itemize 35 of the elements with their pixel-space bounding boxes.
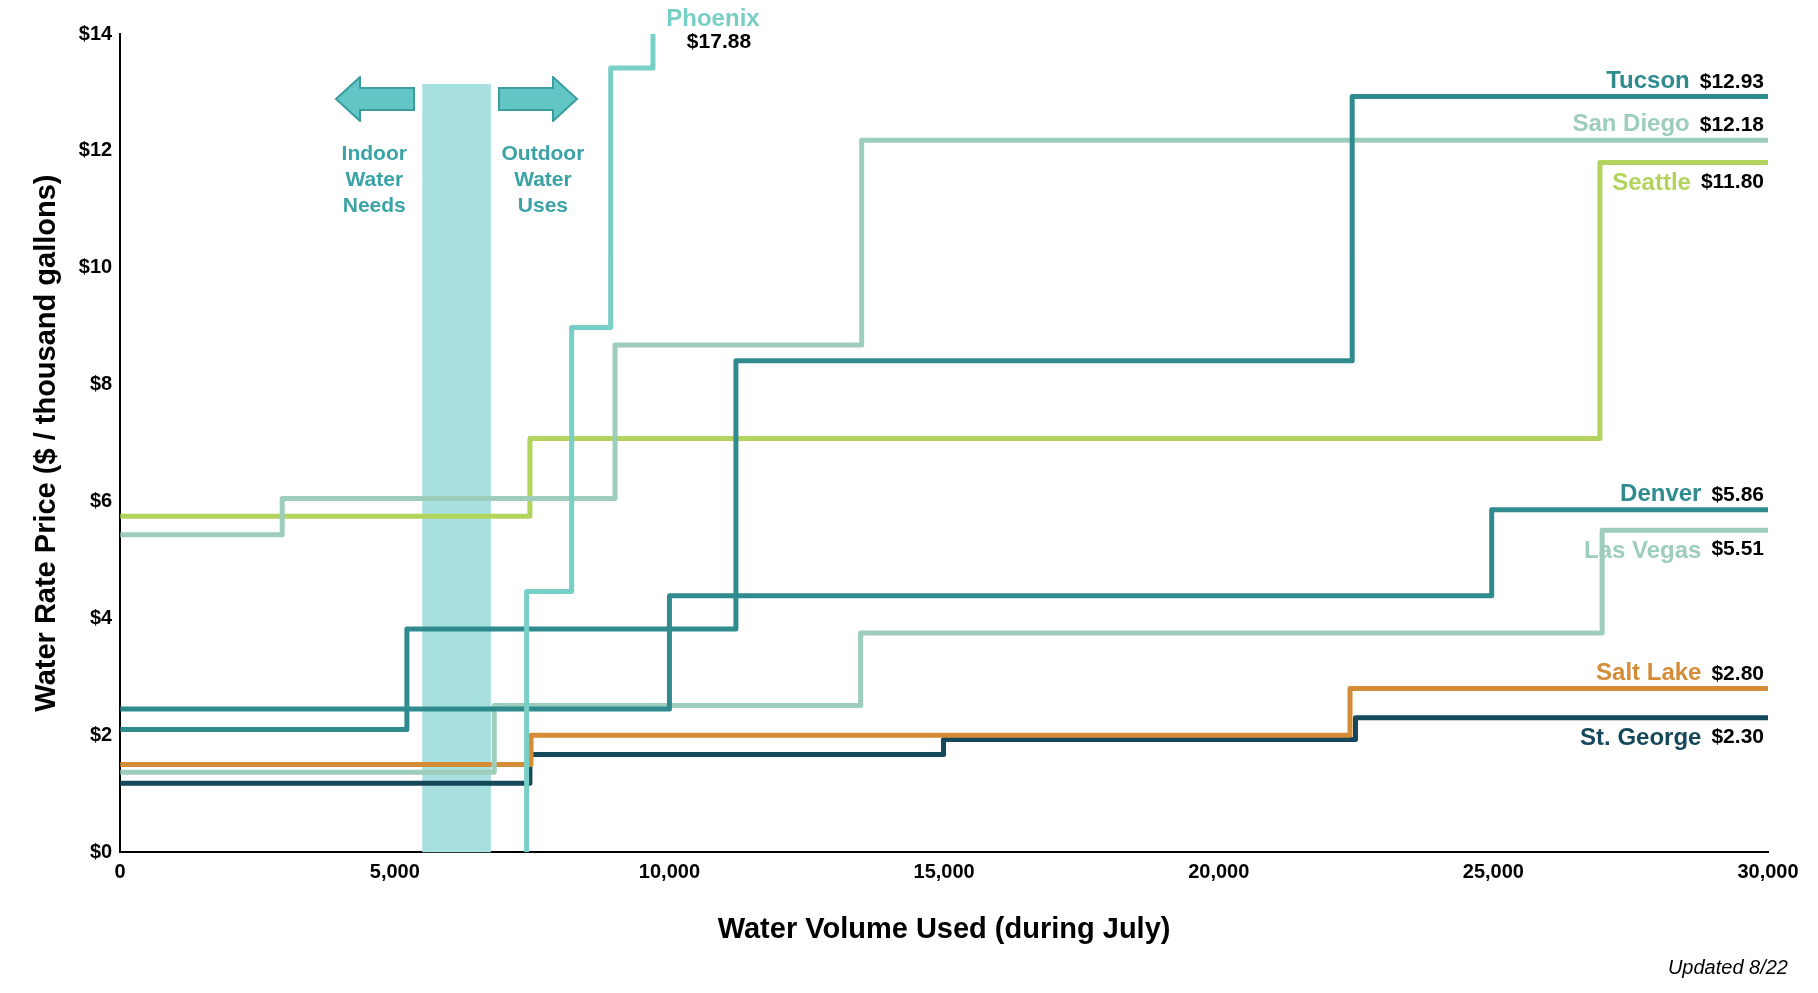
y-tick-label: $4 <box>89 605 114 628</box>
series-label: Denver <box>1620 478 1702 506</box>
x-tick-label: 30,000 <box>1737 859 1799 882</box>
y-tick-label: $14 <box>78 21 114 44</box>
data-label: $5.51 <box>1711 536 1765 560</box>
data-label: $2.30 <box>1711 724 1764 748</box>
y-tick-label: $12 <box>78 138 113 161</box>
annotation: Outdoor Water Uses <box>501 141 585 217</box>
y-axis-title: Water Rate Price ($ / thousand gallons) <box>29 174 62 712</box>
x-tick-label: 0 <box>114 859 126 882</box>
data-label: $11.80 <box>1700 168 1764 192</box>
data-label: $2.80 <box>1711 660 1764 684</box>
data-label: $5.86 <box>1711 481 1764 505</box>
x-tick-label: 20,000 <box>1188 859 1250 882</box>
y-tick-label: $6 <box>89 489 113 512</box>
series-label: Salt Lake <box>1596 657 1702 685</box>
series-label: Tucson <box>1606 65 1690 93</box>
series-label: Seattle <box>1612 168 1691 196</box>
x-tick-label: 25,000 <box>1462 859 1524 882</box>
data-label: $12.93 <box>1699 68 1764 92</box>
x-tick-label: 15,000 <box>913 859 975 882</box>
y-tick-label: $10 <box>78 255 113 278</box>
data-label: $12.18 <box>1699 112 1765 136</box>
series-label: Phoenix <box>666 4 761 31</box>
x-tick-label: 5,000 <box>369 859 420 882</box>
annotation: Indoor Water Needs <box>341 141 407 217</box>
x-tick-label: 10,000 <box>638 859 701 882</box>
y-tick-label: $2 <box>89 722 113 745</box>
series-label: St. George <box>1580 723 1702 751</box>
annotation: $17.88 <box>686 29 752 53</box>
y-tick-label: $8 <box>89 372 113 395</box>
x-axis-title: Water Volume Used (during July) <box>717 911 1171 944</box>
y-tick-label: $0 <box>89 839 113 862</box>
series-label: San Diego <box>1572 109 1690 137</box>
text: Updated 8/22 <box>1667 956 1788 979</box>
